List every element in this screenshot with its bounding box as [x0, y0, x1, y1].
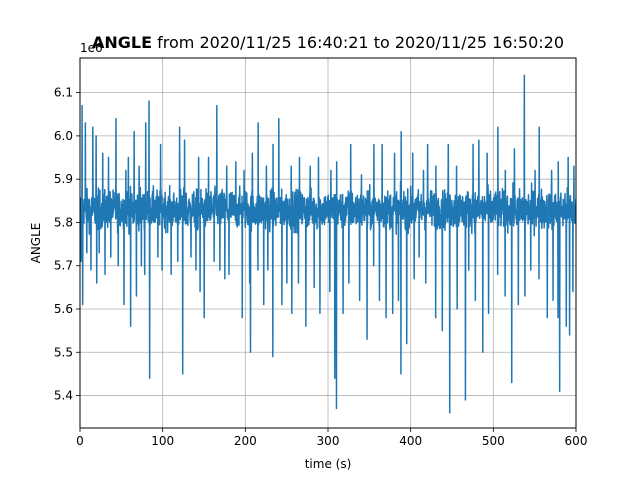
y-tick-label: 5.6 [54, 302, 73, 316]
y-tick-label: 6.0 [54, 129, 73, 143]
x-tick-label: 200 [234, 434, 257, 448]
y-tick-label: 5.4 [54, 389, 73, 403]
y-axis-label: ANGLE [29, 223, 43, 264]
x-tick-label: 400 [399, 434, 422, 448]
y-tick-label: 5.5 [54, 345, 73, 359]
x-tick-label: 300 [317, 434, 340, 448]
series-group [80, 74, 576, 414]
series-line [80, 74, 576, 414]
x-tick-label: 500 [482, 434, 505, 448]
x-tick-label: 100 [151, 434, 174, 448]
x-axis: 0 100 200 300 400 500 600 [76, 428, 587, 448]
chart-title: ANGLE from 2020/11/25 16:40:21 to 2020/1… [80, 33, 576, 52]
x-tick-label: 0 [76, 434, 84, 448]
y-tick-label: 5.7 [54, 259, 73, 273]
x-axis-label: time (s) [305, 457, 352, 471]
chart-title-rest: from 2020/11/25 16:40:21 to 2020/11/25 1… [152, 33, 564, 52]
y-axis: 5.4 5.5 5.6 5.7 5.8 5.9 6.0 6.1 [54, 86, 80, 403]
x-tick-label: 600 [565, 434, 588, 448]
y-offset-label: 1e6 [80, 41, 103, 55]
y-tick-label: 5.9 [54, 172, 73, 186]
y-tick-label: 5.8 [54, 215, 73, 229]
y-tick-label: 6.1 [54, 86, 73, 100]
chart-title-bold: ANGLE [92, 33, 153, 52]
grid-lines [79, 58, 577, 428]
